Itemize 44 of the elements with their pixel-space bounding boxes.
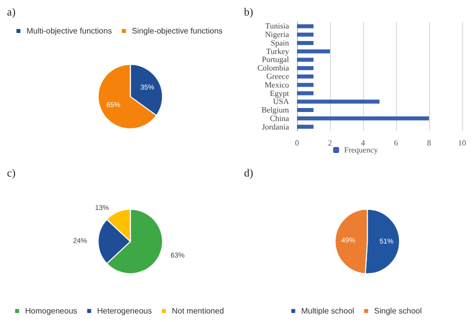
y-tick-label: Nigeria bbox=[265, 30, 290, 40]
bar bbox=[297, 49, 330, 54]
y-tick-label: Jordania bbox=[262, 122, 290, 132]
legend-label: Single-objective functions bbox=[132, 26, 223, 36]
y-tick-label: China bbox=[270, 114, 290, 123]
y-tick-label: Mexico bbox=[264, 80, 289, 90]
bar bbox=[297, 108, 314, 112]
legend-label: Homogeneous bbox=[25, 306, 78, 316]
bar bbox=[297, 40, 314, 45]
y-tick-label: Tunisia bbox=[265, 22, 290, 31]
legend-label: Single school bbox=[374, 306, 422, 316]
y-tick-label: Belgium bbox=[261, 106, 290, 115]
bar bbox=[297, 91, 314, 96]
y-tick-label: Turkey bbox=[266, 46, 289, 56]
bar bbox=[297, 82, 314, 87]
bar bbox=[297, 74, 314, 78]
legend-label: Heterogeneous bbox=[97, 306, 152, 316]
y-tick-label: Spain bbox=[270, 38, 289, 48]
x-tick-label: 8 bbox=[427, 138, 431, 148]
legend-label: Not mentioned bbox=[172, 306, 224, 316]
y-tick-label: Portugal bbox=[262, 55, 290, 64]
bar bbox=[297, 66, 314, 70]
chart-title: d) bbox=[244, 168, 254, 180]
bar bbox=[297, 58, 314, 62]
bar bbox=[297, 32, 314, 37]
legend-label: Multi-objective functions bbox=[26, 26, 112, 36]
y-tick-label: Colombia bbox=[257, 64, 290, 73]
x-tick-label: 2 bbox=[328, 138, 332, 148]
x-tick-label: 6 bbox=[394, 138, 398, 148]
y-tick-label: USA bbox=[272, 97, 290, 106]
bar bbox=[297, 116, 429, 120]
chart-title: c) bbox=[7, 168, 16, 180]
x-tick-label: 0 bbox=[295, 138, 299, 148]
x-tick-label: 4 bbox=[361, 138, 365, 148]
legend-label: Multiple school bbox=[301, 306, 354, 316]
bar bbox=[297, 100, 380, 104]
chart-title: b) bbox=[244, 6, 254, 18]
bar bbox=[297, 124, 314, 129]
y-tick-label: Greece bbox=[266, 72, 290, 81]
y-tick-label: Egypt bbox=[270, 88, 290, 98]
x-tick-label: 10 bbox=[458, 138, 466, 148]
chart-title: a) bbox=[7, 6, 16, 18]
legend-label: Frequency bbox=[344, 146, 378, 154]
bar bbox=[297, 24, 314, 28]
